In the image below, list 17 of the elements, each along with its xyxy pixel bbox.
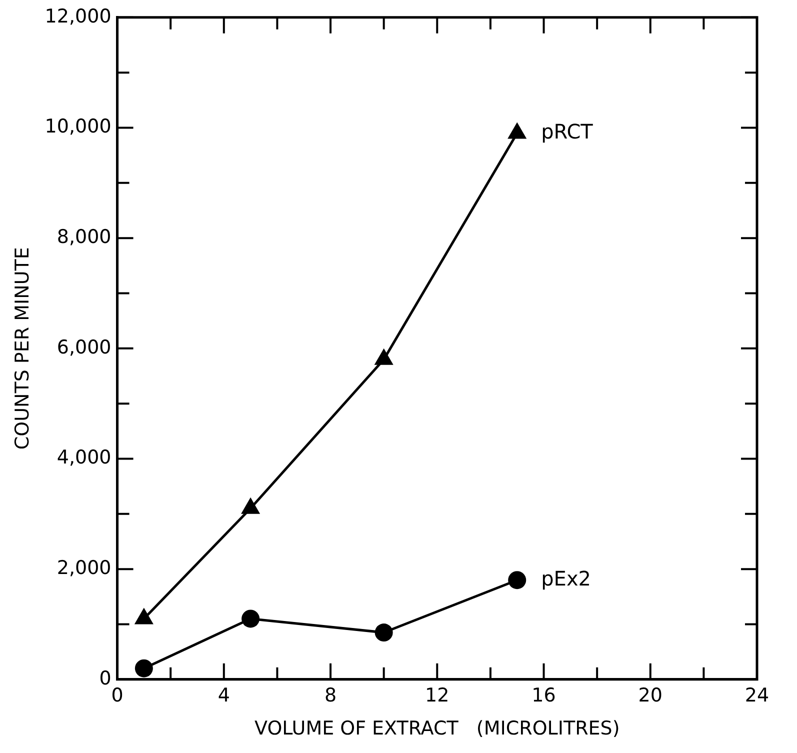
x-tick-label: 16 xyxy=(532,684,556,707)
y-axis-title: COUNTS PER MINUTE xyxy=(11,247,34,450)
x-tick-label: 4 xyxy=(218,684,230,707)
y-tick-label: 8,000 xyxy=(56,226,112,248)
series-label: pEx2 xyxy=(541,566,592,590)
x-tick-label: 24 xyxy=(744,684,770,707)
y-tick-label: 6,000 xyxy=(56,336,112,358)
x-tick-label: 20 xyxy=(638,684,662,707)
y-tick-label: 2,000 xyxy=(56,557,112,580)
x-axis-title: VOLUME OF EXTRACT (MICROLITRES) xyxy=(254,718,620,740)
x-tick-label: 12 xyxy=(425,684,450,707)
y-tick-label: 0 xyxy=(99,667,112,690)
y-tick-label: 4,000 xyxy=(56,446,112,469)
y-tick-label: 10,000 xyxy=(44,116,112,138)
x-tick-label: 8 xyxy=(324,684,337,707)
y-tick-label: 12,000 xyxy=(44,5,112,28)
series-label: pRCT xyxy=(541,119,594,144)
